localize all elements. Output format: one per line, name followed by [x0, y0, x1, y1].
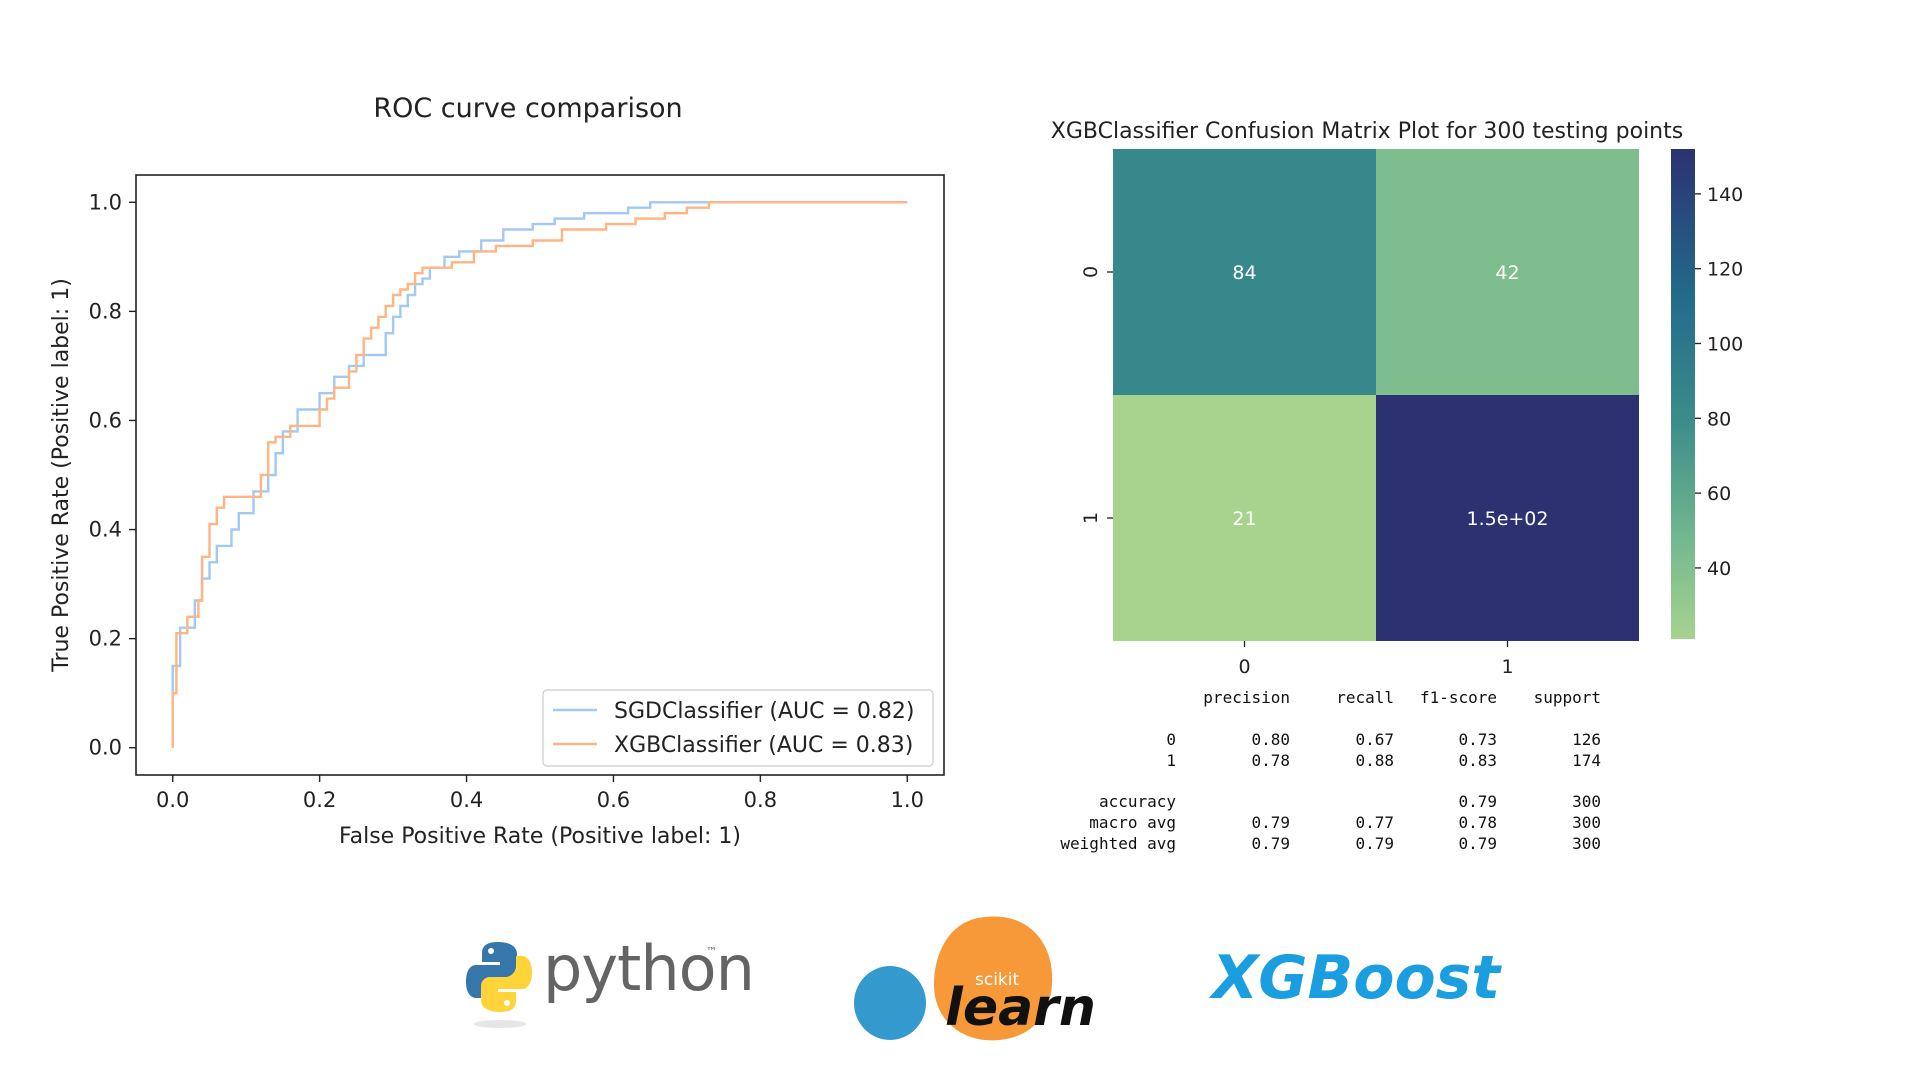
cm-x-tick-label: 0: [1238, 656, 1250, 678]
report-cell: 0.79: [1251, 813, 1290, 832]
report-cell: 300: [1572, 792, 1601, 811]
cm-axes: 0 1 0 1: [1080, 266, 1514, 678]
report-cell: 126: [1572, 730, 1601, 749]
cm-x-tick-label: 1: [1501, 656, 1513, 678]
roc-y-tick-label: 0.4: [89, 518, 122, 542]
report-header-cell: precision: [1203, 688, 1290, 707]
sklearn-scikit-text: scikit: [975, 970, 1019, 990]
report-header-cell: support: [1534, 688, 1601, 707]
roc-line-xgb: [171, 201, 908, 748]
report-row-label: accuracy: [1099, 792, 1176, 811]
cm-title: XGBClassifier Confusion Matrix Plot for …: [1051, 119, 1683, 144]
legend-label-xgb: XGBClassifier (AUC = 0.83): [614, 733, 913, 758]
cm-cell-label: 84: [1232, 262, 1256, 284]
roc-x-label: False Positive Rate (Positive label: 1): [339, 824, 741, 849]
python-tm-mark: ™: [706, 945, 717, 958]
cm-colorbar-ticks: 40 60 80 100 120 140: [1695, 184, 1743, 580]
roc-legend-box: [542, 689, 934, 767]
roc-legend: SGDClassifier (AUC = 0.82) XGBClassifier…: [542, 689, 934, 767]
cm-y-tick-label: 0: [1080, 266, 1102, 278]
cm-cell-label: 1.5e+02: [1466, 508, 1548, 530]
roc-y-tick-label: 0.2: [89, 627, 122, 651]
confusion-matrix-chart: XGBClassifier Confusion Matrix Plot for …: [1051, 119, 1743, 678]
xgboost-wordmark: XGBoost: [1208, 943, 1502, 1013]
roc-x-tick-label: 0.4: [450, 788, 483, 812]
report-row-label: 0: [1166, 730, 1176, 749]
report-cell: 0.79: [1458, 792, 1497, 811]
report-cell: 0.78: [1458, 813, 1497, 832]
roc-line-sgd: [171, 201, 908, 748]
cm-colorbar-tick-label: 40: [1707, 558, 1731, 580]
roc-x-tick-label: 0.8: [744, 788, 777, 812]
report-cell: 0.79: [1458, 834, 1497, 853]
report-row-label: macro avg: [1089, 813, 1176, 832]
cm-colorbar-tick-label: 60: [1707, 483, 1731, 505]
roc-plot-frame: [135, 174, 945, 776]
xgboost-logo: XGBoost: [1208, 943, 1502, 1013]
python-wordmark: python: [543, 932, 754, 1005]
report-cell: 0.78: [1251, 751, 1290, 770]
sklearn-orange-blob-icon: [934, 916, 1053, 1041]
cm-cell: [1113, 149, 1376, 395]
roc-x-tick-label: 0.6: [597, 788, 630, 812]
roc-y-label: True Positive Rate (Positive label: 1): [49, 278, 74, 673]
cm-y-tick-label: 1: [1080, 512, 1102, 524]
python-logo: python ™: [466, 932, 755, 1028]
roc-y-axis: 0.0 0.2 0.4 0.6 0.8 1.0: [89, 190, 136, 760]
roc-y-tick-label: 0.6: [89, 408, 122, 432]
report-cell: 0.73: [1458, 730, 1497, 749]
report-cell: 0.88: [1355, 751, 1394, 770]
cm-cell-label: 21: [1232, 508, 1256, 530]
roc-x-tick-label: 0.0: [156, 788, 189, 812]
report-row-label: 1: [1166, 751, 1176, 770]
roc-y-tick-label: 0.8: [89, 299, 122, 323]
cm-colorbar-tick-label: 120: [1707, 259, 1743, 281]
cm-cell: [1376, 149, 1639, 395]
report-cell: 0.83: [1458, 751, 1497, 770]
report-cell: 0.67: [1355, 730, 1394, 749]
cm-cells-group: 84 42 21 1.5e+02: [1113, 149, 1639, 641]
cm-cell-label: 42: [1495, 262, 1519, 284]
python-snakes-icon: [466, 942, 532, 1028]
sklearn-blue-blob-icon: [854, 966, 926, 1040]
report-header-cell: f1-score: [1420, 688, 1497, 707]
roc-x-tick-label: 0.2: [303, 788, 336, 812]
roc-chart: ROC curve comparison 0.0 0.2 0.4 0.6 0.8 1.0 …: [49, 93, 945, 849]
roc-title: ROC curve comparison: [373, 93, 682, 124]
report-cell: 300: [1572, 834, 1601, 853]
sklearn-logo: scikit learn: [854, 916, 1096, 1041]
report-cell: 0.77: [1355, 813, 1394, 832]
report-cell: 0.79: [1251, 834, 1290, 853]
classification-report: precision recall f1-score support 0 0.80 0.67 0…: [1060, 688, 1601, 853]
sklearn-learn-text: learn: [945, 978, 1096, 1038]
roc-x-axis: 0.0 0.2 0.4 0.6 0.8 1.0: [156, 775, 924, 812]
cm-colorbar-tick-label: 140: [1707, 184, 1743, 206]
roc-y-tick-label: 1.0: [89, 190, 122, 214]
report-header-cell: recall: [1336, 688, 1394, 707]
legend-label-sgd: SGDClassifier (AUC = 0.82): [614, 699, 914, 724]
report-cell: 0.79: [1355, 834, 1394, 853]
cm-colorbar-tick-label: 80: [1707, 408, 1731, 430]
report-row-label: weighted avg: [1060, 834, 1176, 853]
report-cell: 174: [1572, 751, 1601, 770]
roc-x-tick-label: 1.0: [891, 788, 924, 812]
roc-series-group: [171, 201, 908, 748]
report-cell: 0.80: [1251, 730, 1290, 749]
cm-cell: [1376, 395, 1639, 641]
report-cell: 300: [1572, 813, 1601, 832]
cm-colorbar: [1671, 149, 1695, 639]
roc-y-tick-label: 0.0: [89, 736, 122, 760]
cm-cell: [1113, 395, 1376, 641]
cm-colorbar-tick-label: 100: [1707, 334, 1743, 356]
